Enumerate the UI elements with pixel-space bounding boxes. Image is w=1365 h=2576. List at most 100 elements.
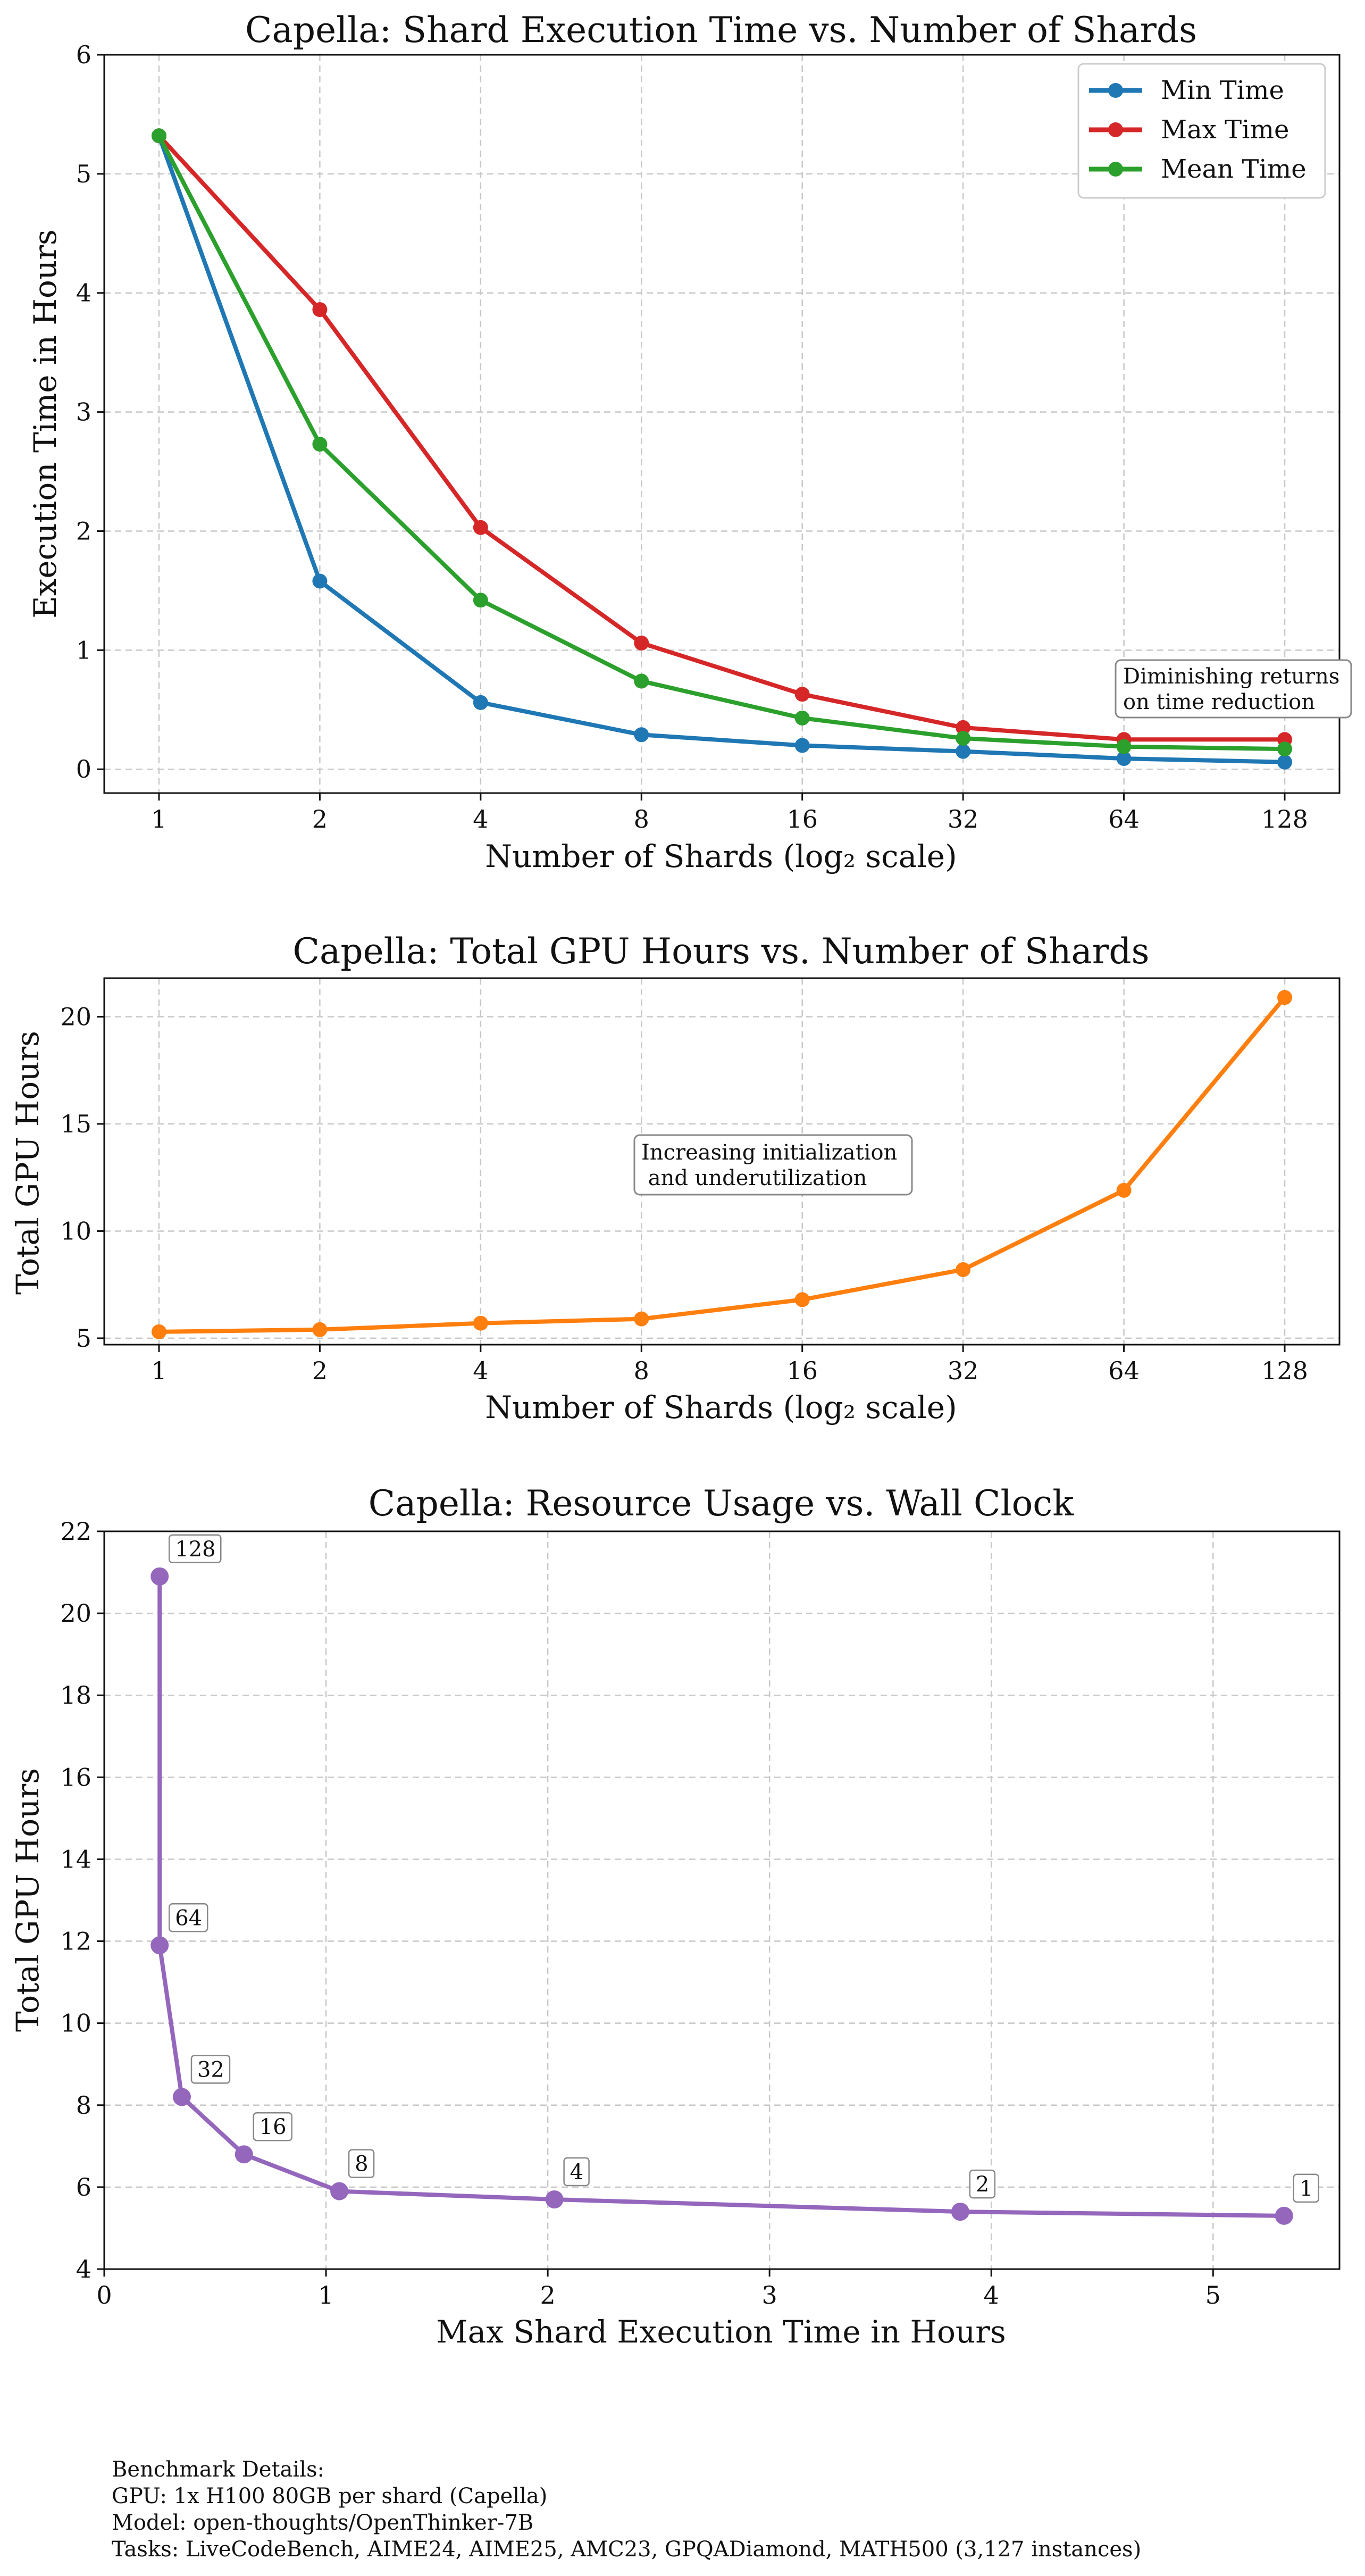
chart3-data-point: [150, 1936, 169, 1955]
chart1-series-line: [157, 135, 1285, 752]
chart1-data-point: [634, 635, 649, 651]
chart2-data-point: [1277, 990, 1292, 1005]
chart3-point-label-box: [348, 2149, 375, 2178]
chart1-data-point: [634, 727, 649, 743]
chart1-y-tick-label: 0: [76, 755, 91, 783]
chart3-point-label: 4: [570, 2160, 583, 2185]
chart1-x-tick-label: 2: [312, 805, 328, 833]
chart3-grid: [103, 1530, 1339, 2270]
chart3-point-label-box: [190, 2055, 231, 2084]
chart2-x-tick-label: 128: [1261, 1356, 1308, 1385]
chart2-series-line: [158, 996, 1287, 1334]
chart1-data-point: [473, 695, 488, 710]
chart3-y-tick-label: 10: [60, 2009, 91, 2038]
chart3-series: [150, 1567, 1293, 2225]
chart3-point-label: 128: [175, 1537, 215, 1562]
chart1-data-point: [956, 720, 971, 735]
chart2-x-tick-label: 1: [151, 1356, 166, 1385]
chart3-y-tick-label: 20: [60, 1599, 91, 1628]
chart2-data-point: [152, 1324, 166, 1339]
chart3-y-axis-label: Total GPU Hours: [10, 1768, 46, 2032]
chart1-annotation: Diminishing returns on time reduction: [1115, 659, 1352, 719]
legend-min-marker: [1108, 83, 1123, 98]
chart2-plot-frame: [103, 977, 1341, 1346]
chart2-annotation-box: [633, 1134, 913, 1196]
chart2-annotation-line2: and underutilization: [641, 1166, 867, 1190]
chart3-data-point: [172, 2088, 191, 2106]
benchmark-details: Benchmark Details: GPU: 1x H100 80GB per…: [112, 2456, 1141, 2563]
chart3-point-label-box: [169, 1903, 208, 1932]
chart3-data-point: [1275, 2206, 1293, 2225]
chart3-y-tick-label: 16: [60, 1763, 91, 1791]
chart2-data-point: [1116, 1182, 1132, 1198]
chart1-plot-frame: [103, 54, 1341, 794]
chart1-annotation-line2: on time reduction: [1123, 690, 1315, 714]
chart1-y-tick-label: 2: [76, 516, 91, 545]
footer-model: Model: open-thoughts/OpenThinker-7B: [112, 2511, 534, 2535]
chart2-annotation-line1: Increasing initialization: [641, 1140, 897, 1165]
chart1-y-tick-label: 5: [76, 160, 91, 188]
chart1-title: Capella: Shard Execution Time vs. Number…: [245, 10, 1197, 51]
chart3-x-tick-label: 3: [762, 2281, 777, 2310]
chart1-data-point: [312, 302, 328, 318]
chart3-x-tick-label: 1: [318, 2281, 333, 2310]
chart3-y-tick-label: 4: [76, 2255, 91, 2283]
chart1-x-tick-label: 128: [1261, 805, 1308, 833]
chart2-y-axis-label: Total GPU Hours: [10, 1031, 46, 1295]
chart1-data-point: [312, 573, 328, 589]
chart3-x-tick-label: 4: [984, 2281, 999, 2310]
chart3-x-axis-label: Max Shard Execution Time in Hours: [436, 2314, 1006, 2350]
chart2-y-tick-label: 15: [60, 1110, 91, 1138]
chart1-y-tick-label: 3: [76, 398, 91, 427]
chart1-x-tick-label: 32: [948, 805, 979, 833]
chart1-annotation-box: [1115, 659, 1352, 719]
chart2-x-tick-label: 2: [312, 1356, 328, 1385]
footer-heading: Benchmark Details:: [112, 2457, 325, 2482]
chart3-point-label-box: [969, 2169, 996, 2199]
chart3-point-label-box: [253, 2112, 292, 2141]
chart1-y-tick-label: 4: [76, 279, 91, 307]
chart1-data-point: [1116, 739, 1132, 754]
chart3-y-tick-label: 12: [60, 1927, 91, 1956]
chart3-y-tick-label: 8: [76, 2091, 91, 2120]
chart1-x-tick-label: 64: [1108, 805, 1140, 833]
chart1-data-point: [956, 731, 971, 746]
footer-gpu: GPU: 1x H100 80GB per shard (Capella): [112, 2484, 548, 2508]
chart1-data-point: [1116, 751, 1132, 766]
chart2-data-point: [473, 1315, 488, 1331]
chart2-grid: [104, 978, 1339, 1345]
chart1-x-tick-label: 8: [634, 805, 649, 833]
chart2-title: Capella: Total GPU Hours vs. Number of S…: [293, 931, 1150, 972]
chart1-ticks: 1 2 4 8 16 32 64 128 0 1 2 3 4 5 6: [76, 40, 1308, 833]
chart1-data-point: [473, 520, 488, 535]
chart1-series-line: [157, 134, 1285, 742]
chart3-data-point: [330, 2182, 349, 2200]
chart3-plot-frame: [103, 1530, 1341, 2270]
chart1-data-point: [634, 673, 649, 689]
chart1-x-tick-label: 1: [151, 805, 166, 833]
chart1-y-axis-label: Execution Time in Hours: [27, 229, 63, 618]
chart1-data-point: [1277, 741, 1292, 757]
chart3-y-tick-label: 22: [60, 1517, 91, 1546]
chart3-y-tick-label: 6: [76, 2173, 91, 2202]
chart3-point-label-box: [1293, 2173, 1319, 2203]
chart1-x-tick-label: 16: [786, 805, 818, 833]
chart2-x-tick-label: 8: [634, 1356, 649, 1385]
chart3-point-label-box: [563, 2157, 590, 2187]
chart2-x-tick-label: 64: [1108, 1356, 1140, 1385]
chart3-series-line: [157, 1576, 1284, 2218]
chart2-data-point: [794, 1292, 810, 1307]
chart1-data-point: [473, 593, 488, 608]
chart1-data-point: [1277, 754, 1292, 770]
chart2-annotation: Increasing initialization and underutili…: [633, 1134, 913, 1196]
legend-mean-label: Mean Time: [1161, 154, 1307, 184]
chart3-point-label: 16: [259, 2115, 287, 2139]
chart3-point-label: 1: [1300, 2177, 1313, 2201]
chart1-data-point: [794, 687, 810, 702]
chart2-x-tick-label: 4: [473, 1356, 488, 1385]
chart3-y-tick-label: 14: [60, 1845, 91, 1873]
resource-usage-chart: Capella: Resource Usage vs. Wall Clock 0…: [10, 1483, 1341, 2350]
chart1-data-point: [794, 710, 810, 726]
chart3-data-point: [951, 2203, 969, 2221]
